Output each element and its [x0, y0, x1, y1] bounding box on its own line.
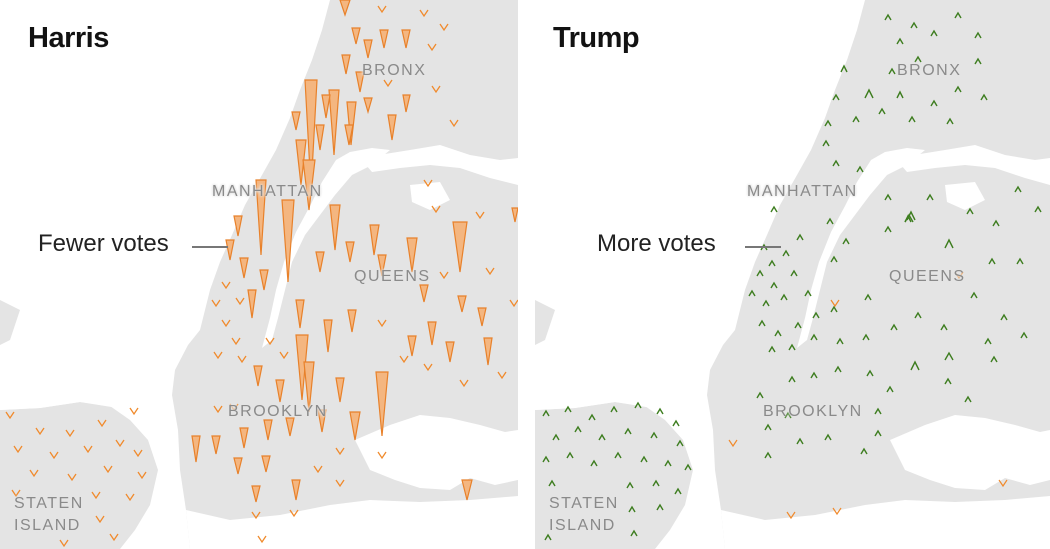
- trump-caret: [771, 207, 777, 212]
- label-brooklyn: BROOKLYN: [763, 403, 863, 421]
- callout-leader-line: [192, 246, 228, 248]
- label-manhattan: MANHATTAN: [747, 183, 858, 201]
- trump-caret: [673, 421, 679, 426]
- callout-more-votes: More votes: [595, 230, 718, 258]
- land-nj-edge: [535, 300, 555, 345]
- label-staten: STATEN: [549, 495, 619, 513]
- harris-title: Harris: [28, 22, 109, 55]
- label-bronx: BRONX: [897, 62, 961, 80]
- label-island: ISLAND: [549, 517, 616, 535]
- callout-fewer-votes: Fewer votes: [36, 230, 171, 258]
- trump-title: Trump: [553, 22, 639, 55]
- label-queens: QUEENS: [354, 268, 431, 286]
- label-staten: STATEN: [14, 495, 84, 513]
- harris-map: [0, 0, 518, 549]
- trump-map: [535, 0, 1050, 549]
- harris-map-panel: Harris BRONX MANHATTAN QUEENS BROOKLYN S…: [0, 0, 518, 549]
- label-bronx: BRONX: [362, 62, 426, 80]
- harris-chevron: [130, 408, 138, 414]
- trump-map-panel: Trump BRONX MANHATTAN QUEENS BROOKLYN ST…: [535, 0, 1050, 549]
- label-brooklyn: BROOKLYN: [228, 403, 328, 421]
- callout-leader-line: [745, 246, 781, 248]
- label-manhattan: MANHATTAN: [212, 183, 323, 201]
- land-nj-edge: [0, 300, 20, 345]
- label-island: ISLAND: [14, 517, 81, 535]
- trump-caret: [657, 409, 663, 414]
- label-queens: QUEENS: [889, 268, 966, 286]
